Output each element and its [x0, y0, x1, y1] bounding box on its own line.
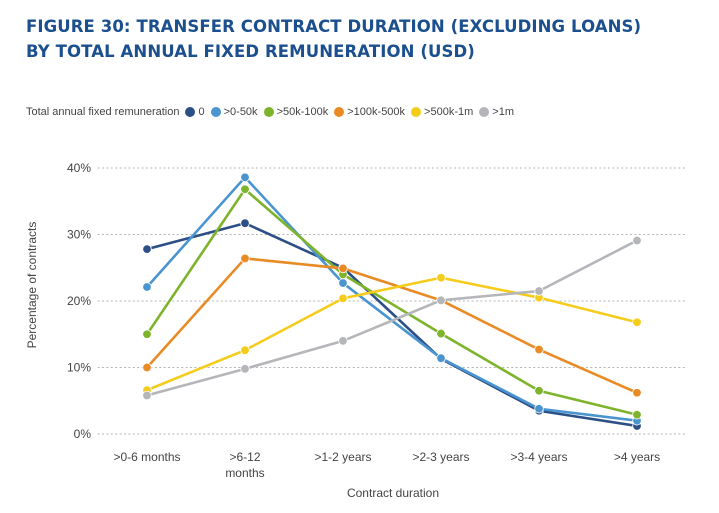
x-tick-label: >3-4 years	[510, 450, 567, 464]
legend-swatch	[263, 107, 274, 117]
x-tick-labels: >0-6 months >6-12 months >1-2 years >2-3 yea…	[113, 450, 660, 480]
x-tick-label: >1-2 years	[314, 450, 371, 464]
data-point	[632, 388, 642, 398]
series-lines	[142, 172, 642, 431]
gridlines	[97, 167, 687, 435]
data-point	[338, 293, 348, 304]
data-point	[240, 184, 250, 194]
legend-label: >500k-1m	[424, 106, 474, 118]
x-tick-label: >2-3 years	[412, 450, 469, 464]
legend-item: >0-50k	[210, 106, 258, 118]
y-axis-label: Percentage of contracts	[25, 222, 39, 349]
y-tick-label: 10%	[67, 361, 91, 375]
series-100k-500k	[142, 253, 642, 398]
legend-title: Total annual fixed remuneration	[26, 106, 180, 118]
legend-swatch	[479, 107, 490, 117]
legend-items: 0 >0-50k >50k-100k >100k-500k >500k-1m >1m	[185, 106, 520, 118]
data-point	[240, 218, 250, 228]
data-point	[436, 353, 446, 363]
legend-label: >0-50k	[223, 106, 258, 118]
data-point	[534, 286, 544, 296]
y-tick-label: 20%	[67, 294, 91, 308]
series-500k-1m	[142, 273, 642, 395]
data-point	[240, 172, 250, 183]
legend-item: >1m	[479, 106, 514, 118]
series-line	[145, 276, 639, 392]
data-point	[632, 235, 642, 246]
legend-item: >50k-100k	[263, 106, 329, 118]
data-point	[240, 253, 250, 264]
y-tick-label: 30%	[67, 228, 91, 242]
data-point	[142, 282, 152, 292]
series-0-50k	[142, 172, 642, 426]
x-tick-label: >6-12 months	[225, 450, 264, 480]
series-line	[145, 176, 639, 423]
legend-item: >100k-500k	[334, 106, 405, 118]
y-tick-labels: 0% 10% 20% 30% 40%	[67, 161, 91, 441]
series-1m	[142, 235, 642, 401]
data-point	[632, 317, 642, 327]
x-tick-label: >4 years	[614, 450, 660, 464]
data-point	[142, 329, 152, 339]
data-point	[142, 244, 152, 254]
legend-label: >100k-500k	[347, 106, 406, 118]
chart-title: FIGURE 30: TRANSFER CONTRACT DURATION (E…	[26, 14, 641, 64]
data-point	[534, 404, 544, 414]
data-point	[142, 362, 152, 373]
data-point	[534, 386, 544, 396]
series-50k-100k	[142, 184, 642, 420]
series-line	[145, 187, 639, 417]
legend-label: >50k-100k	[276, 106, 329, 118]
chart-legend: Total annual fixed remuneration 0 >0-50k >…	[26, 104, 520, 120]
data-point	[338, 278, 348, 288]
legend-label: >1m	[492, 106, 514, 118]
chart-title-line-2: BY TOTAL ANNUAL FIXED REMUNERATION (USD)	[26, 42, 475, 61]
y-tick-label: 0%	[74, 427, 92, 441]
legend-swatch	[185, 107, 196, 117]
series-line	[145, 221, 639, 428]
data-point	[632, 410, 642, 420]
data-point	[436, 295, 446, 306]
data-point	[436, 273, 446, 283]
legend-label: 0	[198, 106, 205, 118]
y-tick-label: 40%	[67, 161, 91, 175]
data-point	[338, 336, 348, 346]
data-point	[436, 328, 446, 339]
series-line	[145, 257, 639, 395]
chart-title-line-1: FIGURE 30: TRANSFER CONTRACT DURATION (E…	[26, 17, 642, 36]
data-point	[240, 364, 250, 374]
x-axis-label: Contract duration	[347, 486, 439, 500]
legend-swatch	[210, 107, 221, 117]
legend-item: 0	[185, 106, 205, 118]
legend-swatch	[334, 107, 345, 117]
x-tick-label: >0-6 months	[113, 450, 180, 464]
data-point	[240, 345, 250, 355]
legend-item: >500k-1m	[411, 106, 473, 118]
data-point	[338, 263, 348, 274]
data-point	[142, 390, 152, 401]
legend-swatch	[411, 107, 422, 117]
series-line	[145, 239, 639, 397]
data-point	[534, 344, 544, 355]
